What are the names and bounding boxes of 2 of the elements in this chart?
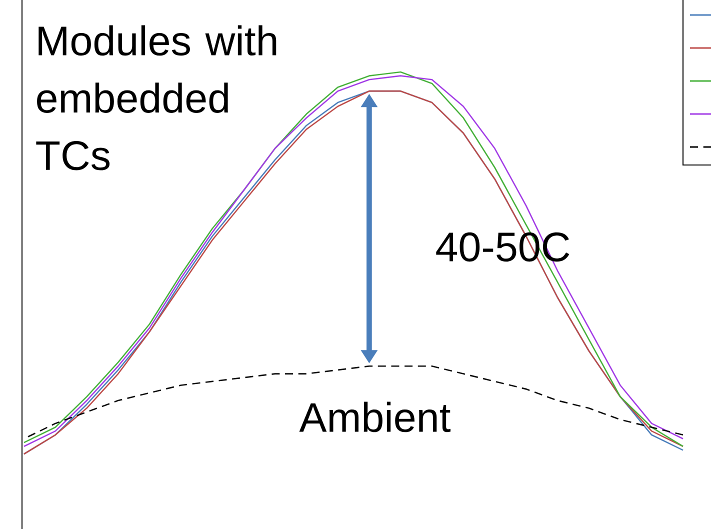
annotation: Ambient [299, 402, 450, 432]
annotation: Modules with embedded TCs [36, 25, 276, 170]
